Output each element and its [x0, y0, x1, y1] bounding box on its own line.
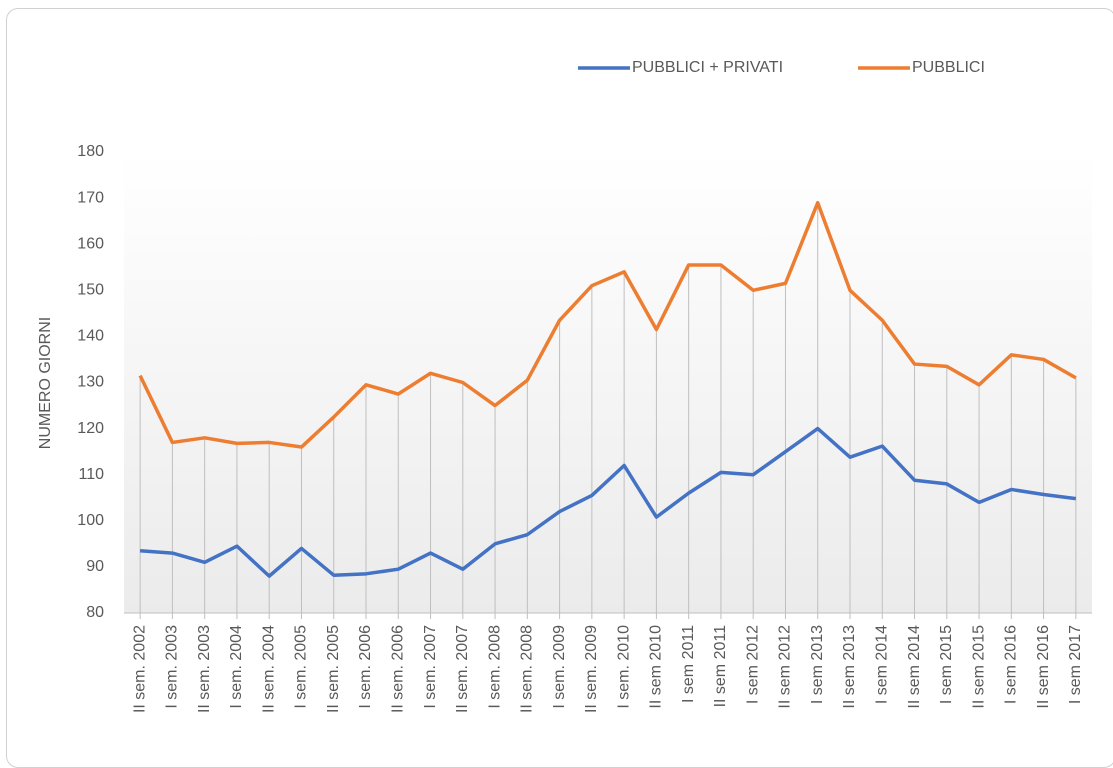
x-tick-label: II sem. 2002: [131, 625, 148, 713]
x-tick-label: II sem. 2006: [389, 625, 406, 713]
x-tick-label: I sem. 2006: [357, 625, 374, 709]
legend-label: PUBBLICI: [912, 59, 985, 76]
x-tick-label: I sem 2017: [1067, 625, 1084, 704]
x-tick-label: II sem 2016: [1035, 625, 1052, 709]
y-axis-label: NUMERO GIORNI: [37, 317, 54, 449]
series-line: [140, 426, 1077, 578]
x-tick-label: I sem. 2005: [293, 625, 310, 709]
y-tick-label: 140: [77, 328, 104, 345]
x-tick-label: I sem 2012: [744, 625, 761, 704]
x-tick-label: I sem 2011: [680, 625, 697, 703]
x-tick-label: II sem 2010: [648, 625, 665, 709]
y-tick-label: 160: [77, 235, 104, 252]
x-tick-label: II sem 2014: [906, 625, 923, 709]
series-line: [138, 200, 1077, 449]
x-tick-label: I sem. 2007: [422, 625, 439, 709]
y-tick-label: 90: [86, 558, 104, 575]
chart: NUMERO GIORNI 80 90 100 110 120 130 140 150 160 1…: [37, 59, 1092, 713]
y-tick-label: 80: [86, 604, 104, 621]
x-tick-label: II sem. 2008: [519, 625, 536, 713]
y-tick-label: 130: [77, 374, 104, 391]
x-tick-label: II sem. 2007: [454, 625, 471, 713]
x-tick-label: I sem 2014: [873, 625, 890, 704]
x-tick-label: II sem 2015: [970, 625, 987, 709]
x-tick-label: I sem. 2009: [551, 625, 568, 709]
plot-area: [124, 152, 1092, 613]
legend-label: PUBBLICI + PRIVATI: [632, 59, 783, 76]
y-tick-label: 150: [77, 282, 104, 299]
y-tick-label: 120: [77, 420, 104, 437]
x-tick-label: II sem. 2005: [325, 625, 342, 713]
x-tick-label: I sem. 2008: [486, 625, 503, 709]
x-tick-label: I sem. 2010: [615, 625, 632, 709]
y-tick-label: 110: [78, 466, 104, 483]
x-tick-label: II sem 2011: [712, 625, 729, 708]
x-tick-label: I sem 2015: [938, 625, 955, 704]
y-tick-label: 170: [77, 189, 104, 206]
x-tick-label: II sem. 2009: [583, 625, 600, 713]
x-tick-label: II sem 2013: [841, 625, 858, 709]
x-tick-label: II sem 2012: [777, 625, 794, 709]
x-tick-label: II sem. 2003: [196, 625, 213, 713]
y-tick-label: 100: [77, 512, 104, 529]
x-tick-label: I sem 2013: [809, 625, 826, 704]
y-tick-label: 180: [77, 143, 104, 160]
x-tick-label: I sem. 2003: [164, 625, 181, 709]
x-tick-label: I sem. 2004: [228, 625, 245, 709]
x-tick-label: II sem. 2004: [260, 625, 277, 713]
x-tick-label: I sem 2016: [1003, 625, 1020, 704]
